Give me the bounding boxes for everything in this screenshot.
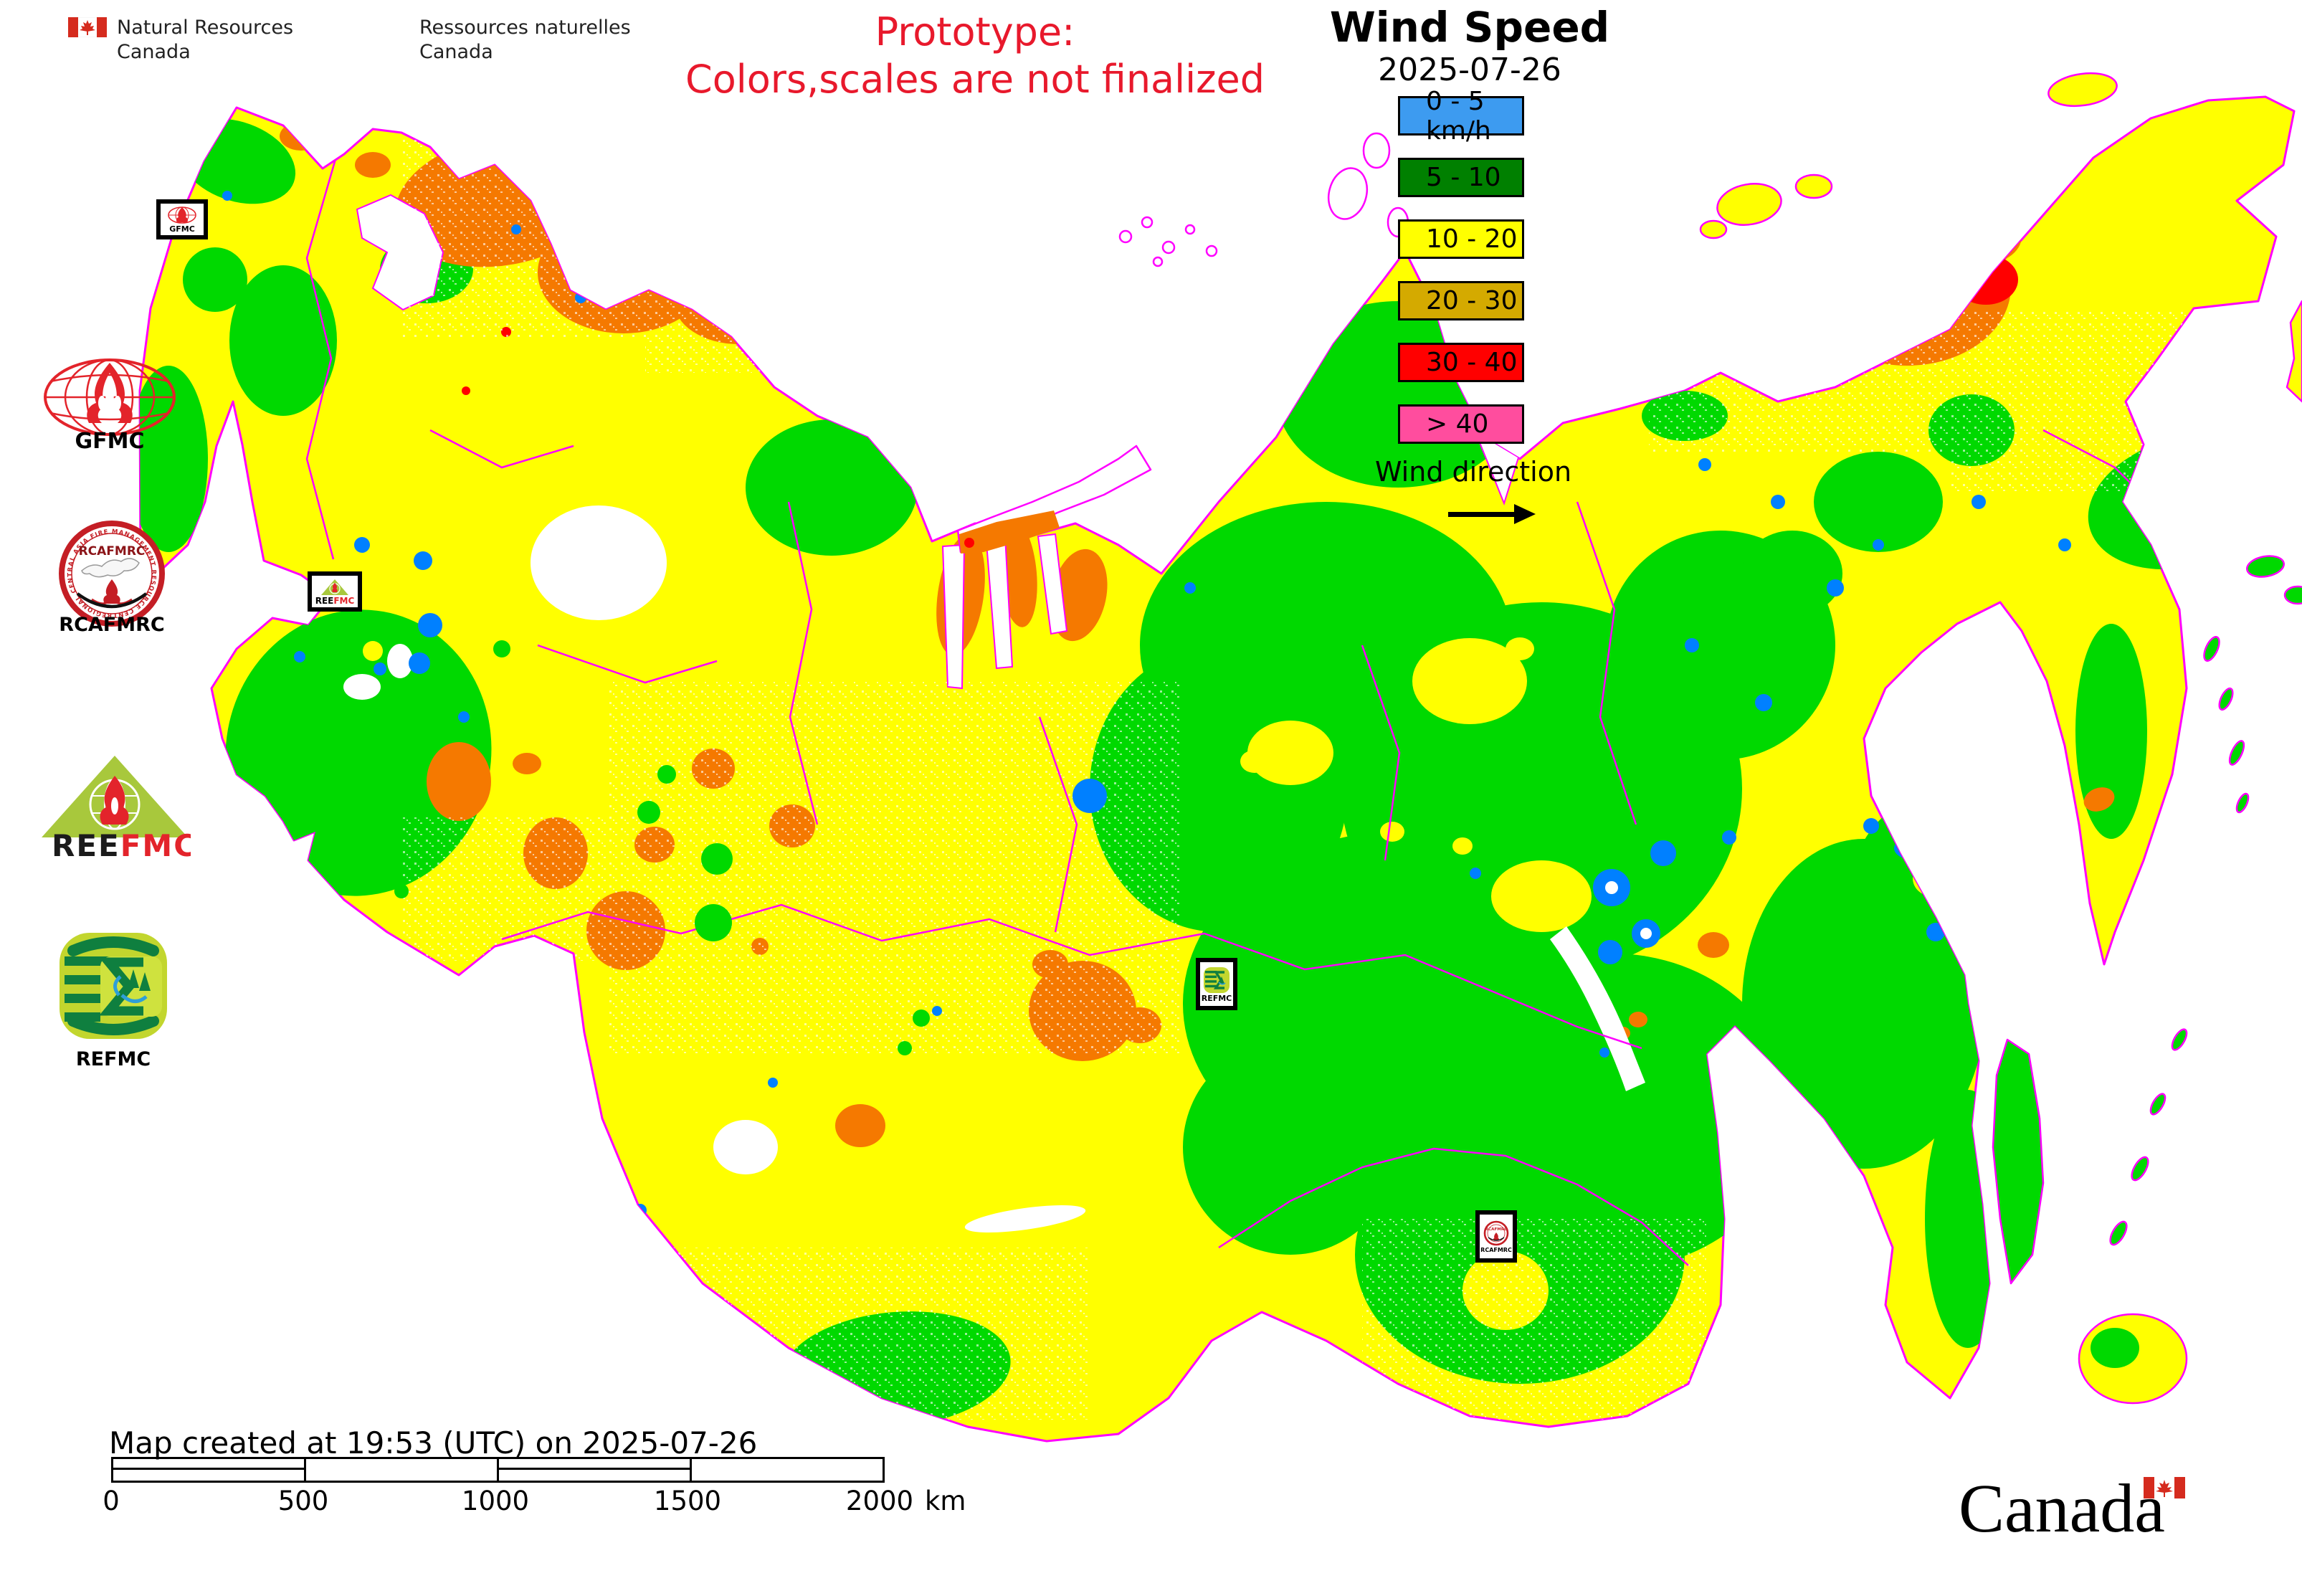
svg-text:RCAFMRC: RCAFMRC: [1485, 1227, 1508, 1232]
refmc-logo: [60, 933, 167, 1039]
wind-direction-arrow: [1448, 512, 1517, 517]
nrcan-signature-en: Natural Resources Canada: [117, 16, 294, 63]
map-created-text: Map created at 19:53 (UTC) on 2025-07-26: [109, 1425, 758, 1460]
rcafmrc-logo-label: RCAFMRC: [59, 614, 165, 636]
legend-item-0-5: 0 - 5 km/h: [1398, 87, 1524, 146]
canada-wordmark: Canada: [1959, 1470, 2165, 1547]
map-marker-refmc: REFMC: [1196, 958, 1237, 1010]
gfmc-mini-icon: [168, 206, 196, 224]
nrcan-signature-fr: Ressources naturelles Canada: [419, 16, 631, 63]
scale-unit: km: [925, 1486, 966, 1516]
map-marker-gfmc: GFMC: [156, 199, 208, 239]
canada-flag-icon: [68, 17, 107, 37]
reefmc-logo-wordmark: REEFMC: [52, 828, 191, 859]
scale-tick-0: 0: [103, 1486, 120, 1516]
map-marker-reefmc: REEFMC: [308, 571, 362, 612]
wind-direction-arrowhead: [1514, 504, 1536, 524]
refmc-mini-icon: [1204, 966, 1230, 993]
islands: [956, 72, 2302, 1405]
rcafmrc-mini-icon: RCAFMRC: [1483, 1220, 1509, 1245]
reefmc-mini-icon: [321, 579, 348, 595]
refmc-logo-label: REFMC: [75, 1048, 151, 1070]
admin-borders: [305, 153, 2151, 1266]
gfmc-logo-label: GFMC: [75, 429, 145, 454]
map-fill-layers: [140, 118, 2294, 1428]
rcafmrc-logo: REGIONAL CENTRAL ASIA FIRE MANAGEMENT RE…: [59, 521, 165, 627]
legend-item-5-10: 5 - 10: [1398, 158, 1524, 197]
canada-wordmark-flag-icon: [2144, 1477, 2185, 1498]
sakhalin: [1992, 1038, 2045, 1285]
rcafmrc-logo-wordmark: RCAFMRC: [79, 544, 146, 559]
map-marker-reefmc-label: REEFMC: [315, 595, 355, 606]
wrangel-island: [2047, 72, 2118, 108]
prototype-warning: Prototype: Colors,scales are not finaliz…: [685, 9, 1265, 102]
reefmc-logo: REEFMC: [42, 756, 191, 859]
legend-item-20-30: 20 - 30: [1398, 281, 1524, 320]
gfmc-logo: [44, 358, 176, 436]
scale-tick-1000: 1000: [461, 1486, 530, 1516]
chukotka-bullseye: [1860, 208, 2018, 305]
map-marker-gfmc-label: GFMC: [169, 224, 195, 234]
wind-direction-label: Wind direction: [1374, 456, 1572, 488]
scale-bar: [111, 1457, 885, 1483]
legend-title: Wind Speed: [1329, 3, 1610, 52]
legend-item-over-40: > 40: [1398, 404, 1524, 444]
map-marker-rcafmrc: RCAFMRC RCAFMRC: [1475, 1210, 1517, 1263]
legend-item-10-20: 10 - 20: [1398, 219, 1524, 259]
legend-item-30-40: 30 - 40: [1398, 343, 1524, 382]
map-marker-refmc-label: REFMC: [1201, 993, 1232, 1003]
scale-tick-500: 500: [277, 1486, 329, 1516]
map-marker-rcafmrc-label: RCAFMRC: [1480, 1246, 1512, 1253]
legend-date: 2025-07-26: [1378, 52, 1561, 88]
scale-tick-1500: 1500: [653, 1486, 722, 1516]
scale-tick-2000: 2000: [845, 1486, 914, 1516]
